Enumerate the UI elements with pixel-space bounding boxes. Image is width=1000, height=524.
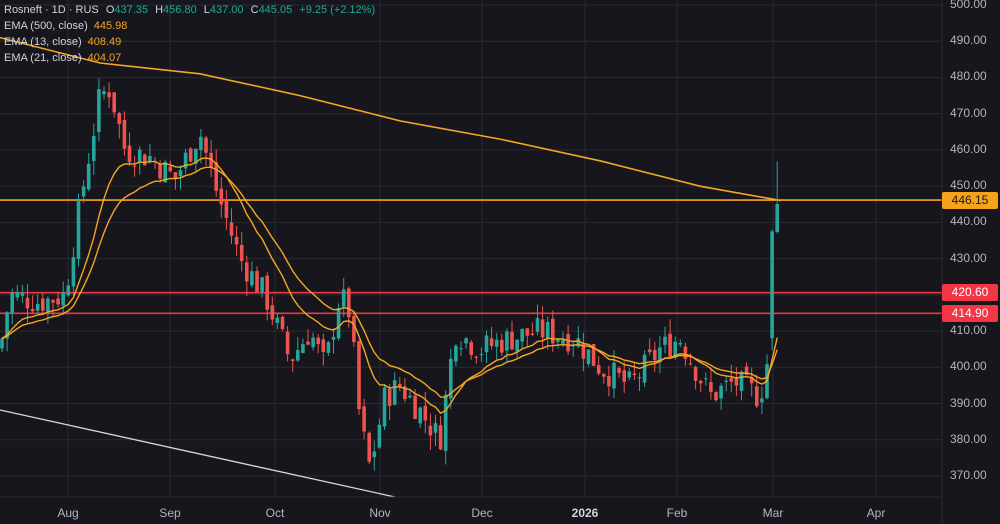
ema-500-legend[interactable]: EMA (500, close) 445.98 xyxy=(4,18,375,34)
close-label: C xyxy=(250,4,259,16)
change-value: +9.25 (+2.12%) xyxy=(299,4,376,16)
price-tick-label: 500.00 xyxy=(950,0,987,11)
close-value: 445.05 xyxy=(258,4,293,16)
high-label: H xyxy=(155,4,164,16)
time-label-sep: Sep xyxy=(159,506,181,520)
price-tick-label: 430.00 xyxy=(950,250,987,265)
ema-500-line xyxy=(0,36,782,202)
price-tick-label: 480.00 xyxy=(950,69,987,84)
symbol-label: Rosneft · 1D · RUS xyxy=(4,4,99,16)
open-label: O xyxy=(105,4,115,16)
time-label-2026: 2026 xyxy=(571,506,599,520)
price-tick-label: 460.00 xyxy=(950,141,987,156)
ema-13-label: EMA (13, close) xyxy=(4,36,82,48)
grid-lines xyxy=(0,0,942,497)
price-tag-420.60[interactable]: 420.60 xyxy=(942,284,998,302)
time-label-nov: Nov xyxy=(369,506,391,520)
price-tick-label: 400.00 xyxy=(950,359,987,374)
price-tag-446.15[interactable]: 446.15 xyxy=(942,191,998,209)
ema-13-line xyxy=(1,157,778,415)
ema-13-value: 408.49 xyxy=(87,36,122,48)
high-value: 456.80 xyxy=(163,4,197,16)
price-tick-label: 380.00 xyxy=(950,431,987,446)
low-value: 437.00 xyxy=(209,4,244,16)
ema-13-legend[interactable]: EMA (13, close) 408.49 xyxy=(4,34,375,50)
price-tick-label: 470.00 xyxy=(950,105,987,120)
price-tick-label: 390.00 xyxy=(950,395,987,410)
chart-legend: Rosneft · 1D · RUS O437.35 H456.80 L437.… xyxy=(4,2,375,66)
time-label-feb: Feb xyxy=(666,506,688,520)
time-label-mar: Mar xyxy=(762,506,784,520)
price-tick-label: 490.00 xyxy=(950,33,987,48)
price-tag-414.90[interactable]: 414.90 xyxy=(942,304,998,322)
trendline[interactable] xyxy=(0,409,396,498)
price-tick-label: 410.00 xyxy=(950,323,987,338)
price-tick-label: 450.00 xyxy=(950,178,987,193)
symbol-row: Rosneft · 1D · RUS O437.35 H456.80 L437.… xyxy=(4,2,375,18)
ema-21-legend[interactable]: EMA (21, close) 404.07 xyxy=(4,50,375,66)
ema-500-value: 445.98 xyxy=(93,20,128,32)
low-label: L xyxy=(203,4,210,16)
candles xyxy=(0,78,779,471)
price-axis-background xyxy=(942,0,1000,524)
horizontal-levels[interactable] xyxy=(0,199,942,315)
price-tick-label: 440.00 xyxy=(950,214,987,229)
ema-21-label: EMA (21, close) xyxy=(4,52,82,64)
time-label-oct: Oct xyxy=(265,506,285,520)
time-label-aug: Aug xyxy=(57,506,79,520)
time-label-dec: Dec xyxy=(471,506,493,520)
ema-21-value: 404.07 xyxy=(87,52,122,64)
ema-500-label: EMA (500, close) xyxy=(4,20,88,32)
ema-21-line xyxy=(1,166,778,398)
time-label-apr: Apr xyxy=(866,506,886,520)
price-tick-label: 370.00 xyxy=(950,467,987,482)
open-value: 437.35 xyxy=(114,4,149,16)
